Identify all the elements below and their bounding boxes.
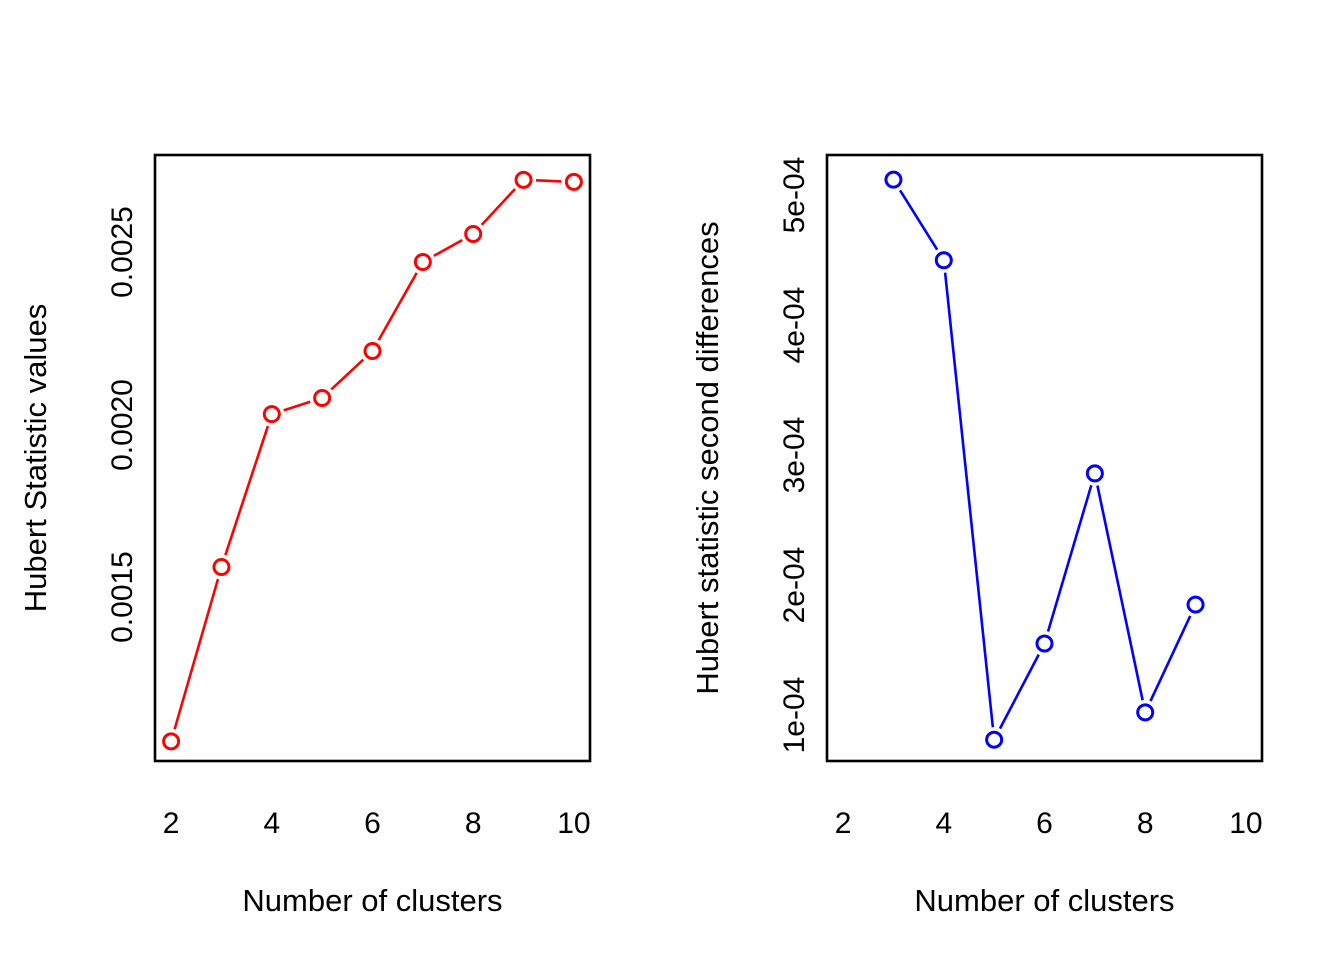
plot-box [825, 153, 1264, 763]
series-line-segment [535, 179, 562, 183]
x-tick-label: 4 [263, 807, 281, 840]
series-line-segment [898, 189, 939, 251]
data-point-marker [934, 251, 953, 270]
y-tick-label: 0.0015 [106, 551, 139, 643]
series-line-segment [480, 188, 516, 226]
series-line-segment [998, 654, 1040, 730]
data-point-marker [212, 558, 231, 577]
series-line-segment [173, 578, 220, 730]
y-tick-label: 0.0020 [106, 378, 139, 471]
hubert-second-differences-plot-area [825, 153, 1264, 763]
x-tick-label: 4 [935, 807, 953, 840]
data-point-marker [1136, 703, 1155, 722]
x-axis-title: Number of clusters [242, 883, 503, 918]
data-point-marker [162, 732, 181, 751]
x-tick-label: 2 [834, 807, 852, 840]
data-point-marker [413, 252, 432, 271]
data-point-marker [313, 388, 332, 407]
series-line-segment [377, 272, 418, 341]
series-line-segment [224, 425, 270, 556]
data-point-marker [262, 405, 281, 424]
series-line-segment [1149, 615, 1192, 702]
y-tick-label: 5e-04 [778, 156, 811, 234]
x-tick-label: 6 [364, 807, 381, 840]
hubert-values-plot-area [153, 153, 592, 763]
series-line-segment [330, 358, 365, 391]
x-tick-label: 2 [162, 807, 180, 840]
data-point-marker [363, 342, 382, 361]
x-tick-label: 8 [464, 807, 482, 840]
x-tick-label: 10 [557, 807, 591, 840]
data-point-marker [1035, 634, 1054, 653]
x-tick-label: 8 [1136, 807, 1154, 840]
data-point-marker [514, 170, 533, 189]
y-tick-label: 0.0025 [106, 206, 139, 298]
data-point-marker [464, 225, 483, 244]
data-point-marker [884, 170, 903, 189]
x-tick-label: 10 [1229, 807, 1263, 840]
y-axis-title: Hubert statistic second differences [690, 221, 725, 695]
data-point-marker [985, 730, 1004, 749]
hubert-values-plot: Number of clusters Hubert Statistic valu… [18, 153, 592, 918]
series-line-segment [1096, 485, 1144, 701]
x-tick-label: 6 [1036, 807, 1053, 840]
series-line-segment [943, 272, 995, 728]
x-axis-title: Number of clusters [914, 883, 1175, 918]
y-axis-title: Hubert Statistic values [18, 303, 53, 613]
plot-box [153, 153, 592, 763]
hubert-second-differences-plot: Number of clusters Hubert statistic seco… [672, 0, 1344, 960]
series-line-segment [1046, 484, 1093, 632]
series-line-segment [283, 400, 311, 412]
data-point-marker [1186, 595, 1205, 614]
data-point-marker [564, 172, 583, 191]
data-point-marker [1085, 464, 1104, 483]
series-line-segment [433, 238, 463, 258]
